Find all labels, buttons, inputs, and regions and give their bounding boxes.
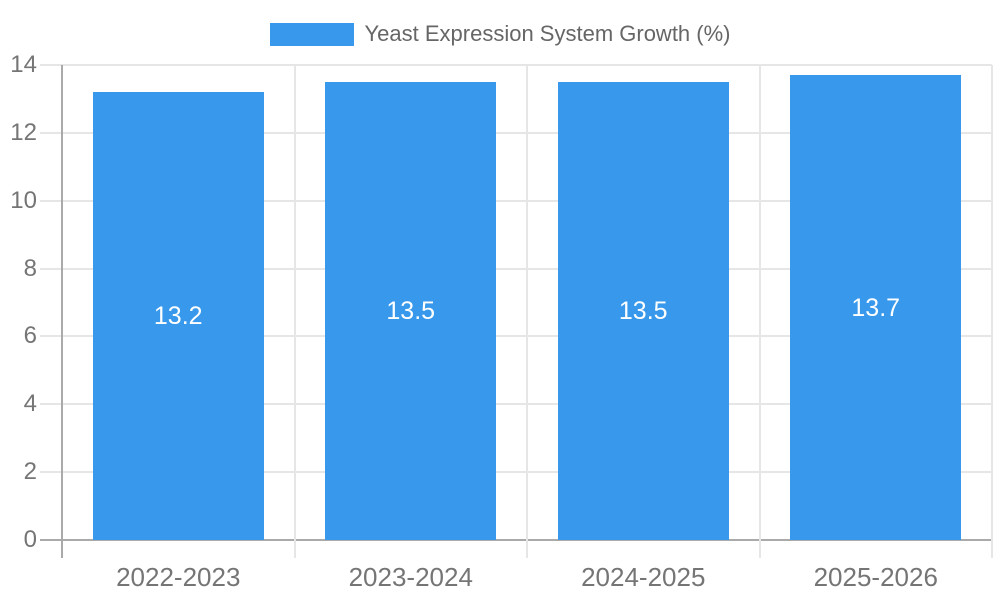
y-tick-label: 8 bbox=[23, 254, 37, 282]
v-gridline bbox=[758, 65, 761, 558]
y-tick-label: 14 bbox=[10, 51, 37, 78]
legend-swatch-icon bbox=[269, 22, 354, 46]
legend-label: Yeast Expression System Growth (%) bbox=[364, 21, 731, 46]
y-tick-label: 12 bbox=[10, 118, 37, 146]
bar-value-label: 13.2 bbox=[153, 302, 203, 331]
bar[interactable] bbox=[790, 75, 962, 540]
bar[interactable] bbox=[92, 92, 264, 540]
y-tick-label: 4 bbox=[23, 390, 37, 418]
h-gridline bbox=[40, 131, 992, 134]
y-tick-label: 10 bbox=[10, 186, 37, 214]
x-tick-label: 2025-2026 bbox=[813, 562, 938, 592]
v-gridline bbox=[991, 65, 993, 558]
x-tick-label: 2023-2024 bbox=[348, 562, 473, 592]
h-gridline bbox=[40, 335, 992, 338]
legend-item[interactable]: Yeast Expression System Growth (%) bbox=[269, 21, 731, 47]
bar-value-label: 13.5 bbox=[386, 296, 436, 325]
bar-value-label: 13.7 bbox=[851, 293, 901, 322]
h-gridline bbox=[40, 471, 992, 474]
x-tick-label: 2022-2023 bbox=[116, 562, 241, 592]
bar[interactable] bbox=[325, 81, 497, 540]
y-tick-label: 2 bbox=[23, 458, 37, 486]
x-tick-label: 2024-2025 bbox=[581, 562, 706, 592]
y-axis-line bbox=[61, 65, 63, 558]
h-gridline bbox=[40, 64, 992, 66]
v-gridline bbox=[293, 65, 296, 558]
y-tick-label: 6 bbox=[23, 322, 37, 350]
y-tick-label: 0 bbox=[23, 526, 37, 553]
bar[interactable] bbox=[557, 81, 729, 540]
h-gridline bbox=[40, 267, 992, 270]
v-gridline bbox=[526, 65, 528, 558]
h-gridline bbox=[40, 199, 992, 202]
x-axis-baseline bbox=[40, 539, 992, 541]
h-gridline bbox=[40, 403, 992, 406]
bar-value-label: 13.5 bbox=[618, 296, 668, 325]
chart-legend: Yeast Expression System Growth (%) bbox=[0, 21, 1000, 47]
